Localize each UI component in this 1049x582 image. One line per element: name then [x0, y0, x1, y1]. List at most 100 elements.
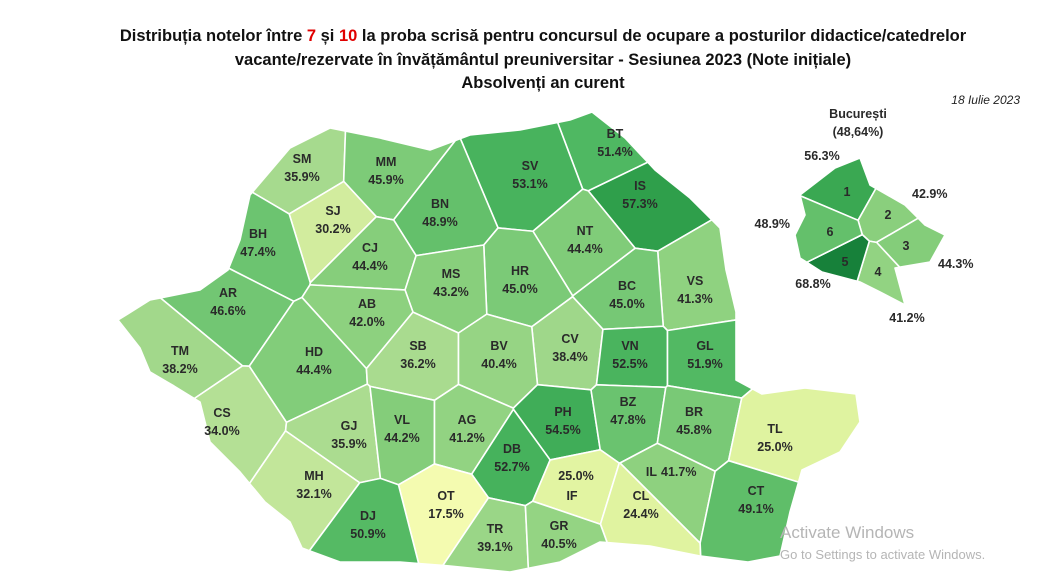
county-code: GR: [550, 519, 569, 533]
county-value: 39.1%: [477, 540, 512, 554]
county-value: 35.9%: [331, 437, 366, 451]
county-code: BN: [431, 197, 449, 211]
county-value: 25.0%: [558, 469, 593, 483]
county-code: DB: [503, 442, 521, 456]
sector-area: [794, 194, 864, 264]
county-area: [727, 387, 861, 483]
sector-value: 42.9%: [912, 187, 947, 201]
county-code: AG: [458, 413, 477, 427]
county-value: 49.1%: [738, 502, 773, 516]
county-code: NT: [577, 224, 594, 238]
county-code: SV: [522, 159, 539, 173]
county-code: CT: [748, 484, 765, 498]
county-value: 38.4%: [552, 350, 587, 364]
county-area: [117, 297, 244, 400]
county-code: GJ: [341, 419, 358, 433]
sector-value: 44.3%: [938, 257, 973, 271]
county-area: [699, 459, 800, 563]
county-value: 52.7%: [494, 460, 529, 474]
county-value: 45.9%: [368, 173, 403, 187]
title-part: 10: [339, 27, 357, 45]
county-code: PH: [554, 405, 571, 419]
sector-label: 5: [842, 255, 849, 269]
sector-label: 6: [827, 225, 834, 239]
county-value: 44.4%: [567, 242, 602, 256]
county-code: AR: [219, 286, 237, 300]
county-value: 42.0%: [349, 315, 384, 329]
county-code: BC: [618, 279, 636, 293]
county-code: OT: [437, 489, 455, 503]
county-code: IS: [634, 179, 646, 193]
county-code: BH: [249, 227, 267, 241]
county-code: BV: [490, 339, 508, 353]
labels: BT 51.4% SM 35.9% MM 45.9% SV 53.1% IS 57.3% SJ 30.…: [162, 127, 973, 554]
county-code: SJ: [325, 204, 340, 218]
county-value: 41.7%: [661, 465, 696, 479]
county-code: AB: [358, 297, 376, 311]
bucharest-sectors: [794, 157, 946, 306]
title-part: și: [316, 27, 339, 45]
county-value: 53.1%: [512, 177, 547, 191]
title-line-3: Absolvenți an curent: [461, 74, 625, 92]
county-area: [524, 500, 608, 570]
title-part: 7: [307, 27, 316, 45]
sector-value: 56.3%: [804, 149, 839, 163]
county-value: 45.0%: [609, 297, 644, 311]
county-code: CV: [561, 332, 579, 346]
county-code: VN: [621, 339, 638, 353]
county-code: MM: [376, 155, 397, 169]
bucharest-value: (48,64%): [833, 125, 884, 139]
county-value: 35.9%: [284, 170, 319, 184]
sector-label: 3: [903, 239, 910, 253]
county-code: SM: [293, 152, 312, 166]
county-value: 51.4%: [597, 145, 632, 159]
sector-label: 4: [875, 265, 882, 279]
county-code: CL: [633, 489, 650, 503]
county-value: 38.2%: [162, 362, 197, 376]
county-code: IL: [646, 465, 657, 479]
county-code: TR: [487, 522, 504, 536]
title-line-2: vacante/rezervate în învățământul preuni…: [235, 51, 851, 69]
county-code: BT: [607, 127, 624, 141]
county-value: 32.1%: [296, 487, 331, 501]
county-value: 45.8%: [676, 423, 711, 437]
sector-label: 2: [885, 208, 892, 222]
county-value: 48.9%: [422, 215, 457, 229]
county-value: 24.4%: [623, 507, 658, 521]
sector-label: 1: [844, 185, 851, 199]
county-value: 47.4%: [240, 245, 275, 259]
county-code: MH: [304, 469, 323, 483]
county-value: 54.5%: [545, 423, 580, 437]
county-value: 57.3%: [622, 197, 657, 211]
county-code: HR: [511, 264, 529, 278]
county-value: 47.8%: [610, 413, 645, 427]
county-value: 30.2%: [315, 222, 350, 236]
county-code: SB: [409, 339, 426, 353]
bucharest-name: București: [829, 107, 887, 121]
county-value: 17.5%: [428, 507, 463, 521]
sector-value: 48.9%: [755, 217, 790, 231]
county-code: HD: [305, 345, 323, 359]
county-value: 45.0%: [502, 282, 537, 296]
sector-area: [856, 240, 906, 306]
county-area: [308, 477, 420, 565]
county-value: 40.4%: [481, 357, 516, 371]
county-value: 34.0%: [204, 424, 239, 438]
county-code: BR: [685, 405, 703, 419]
sector-value: 41.2%: [889, 311, 924, 325]
county-value: 51.9%: [687, 357, 722, 371]
county-code: MS: [442, 267, 461, 281]
county-value: 43.2%: [433, 285, 468, 299]
county-code: BZ: [620, 395, 637, 409]
county-code: VL: [394, 413, 410, 427]
watermark: Go to Settings to activate Windows.: [780, 547, 985, 562]
title-part: Distribuția notelor între: [120, 27, 307, 45]
county-value: 52.5%: [612, 357, 647, 371]
county-value: 40.5%: [541, 537, 576, 551]
county-value: 36.2%: [400, 357, 435, 371]
county-code: IF: [566, 489, 577, 503]
county-value: 44.2%: [384, 431, 419, 445]
county-code: CJ: [362, 241, 378, 255]
